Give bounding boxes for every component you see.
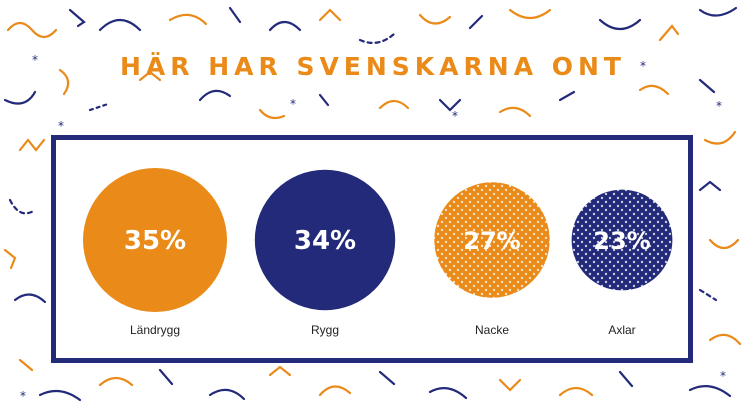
category-label: Ländrygg: [130, 323, 180, 337]
bubble-ländrygg: [83, 168, 227, 312]
svg-text:*: *: [290, 97, 296, 111]
category-label: Nacke: [475, 323, 509, 337]
svg-text:*: *: [640, 59, 646, 73]
bubble-value-label: 34%: [294, 226, 356, 256]
bubble-chart: 35% Ländrygg 34% Rygg 27% Nacke 23% Axlar: [83, 168, 673, 337]
bubble-axlar: [571, 189, 673, 291]
svg-text:*: *: [32, 53, 38, 67]
svg-text:*: *: [58, 119, 64, 133]
svg-text:*: *: [720, 369, 726, 383]
category-label: Rygg: [311, 323, 339, 337]
bubble-nacke: [434, 182, 550, 298]
bubble-rygg: [254, 169, 396, 311]
svg-text:*: *: [20, 389, 26, 403]
svg-text:*: *: [716, 99, 722, 113]
category-label: Axlar: [608, 323, 635, 337]
chart-panel: 35% Ländrygg 34% Rygg 27% Nacke 23% Axlar: [51, 135, 693, 363]
bubble-value-label: 23%: [593, 227, 650, 255]
bubble-value-label: 35%: [124, 226, 186, 256]
svg-text:*: *: [452, 109, 458, 123]
chart-title: HÄR HAR SVENSKARNA ONT: [120, 52, 626, 81]
bubble-value-label: 27%: [463, 227, 520, 255]
